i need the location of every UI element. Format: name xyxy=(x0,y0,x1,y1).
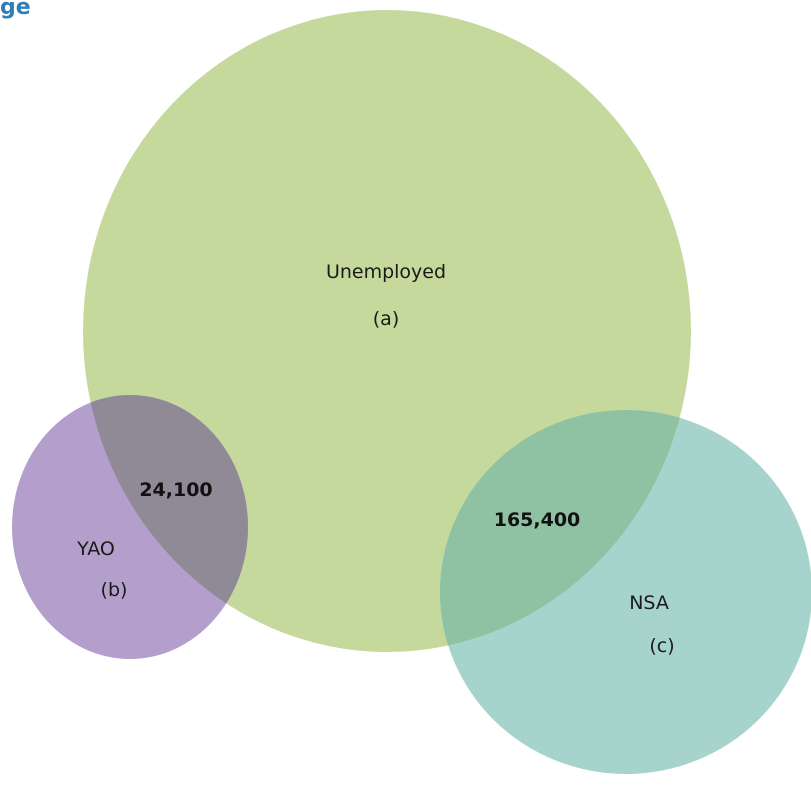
unemployed-tag: (a) xyxy=(373,308,399,330)
nsa-label: NSA xyxy=(629,592,669,614)
unemployed-yao-count: 24,100 xyxy=(139,479,212,501)
nsa-tag: (c) xyxy=(649,635,674,657)
yao-tag: (b) xyxy=(101,579,128,601)
unemployed-nsa-count: 165,400 xyxy=(494,509,581,531)
figure-heading-fragment: ge xyxy=(0,0,31,20)
unemployed-label: Unemployed xyxy=(326,261,446,283)
yao-label: YAO xyxy=(76,538,115,560)
